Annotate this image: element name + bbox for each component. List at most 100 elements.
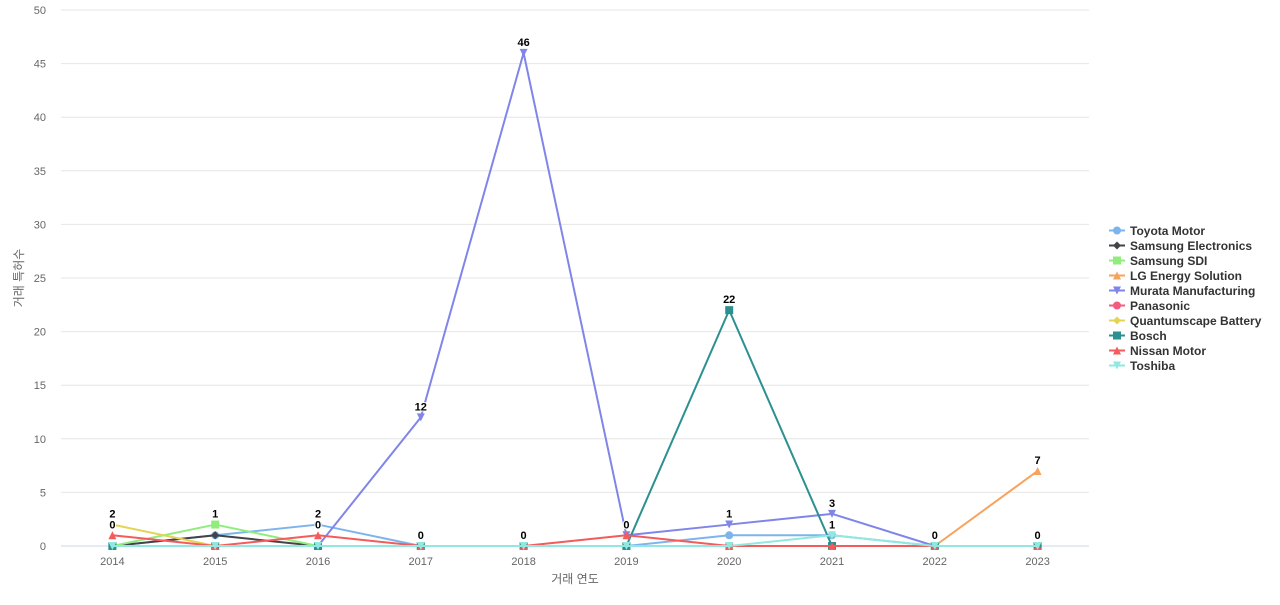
legend-swatch (1109, 256, 1125, 265)
y-tick-label: 25 (34, 273, 46, 285)
legend-swatch (1109, 331, 1125, 340)
y-tick-label: 40 (34, 112, 46, 124)
series-group (108, 48, 1042, 550)
y-tick-label: 5 (40, 487, 46, 499)
y-tick-label: 15 (34, 380, 46, 392)
data-point-marker (108, 531, 117, 540)
legend-swatch (1109, 361, 1125, 370)
legend-label: Bosch (1130, 328, 1167, 343)
legend-swatch-marker (1113, 286, 1121, 295)
data-point-marker (622, 531, 631, 540)
data-point-marker (828, 542, 836, 550)
data-label: 22 (723, 294, 735, 306)
x-tick-label: 2019 (614, 556, 638, 568)
chart-legend: Toyota Motor Samsung Electronics Samsung S… (1108, 223, 1261, 373)
legend-swatch (1109, 271, 1125, 280)
data-label: 0 (521, 530, 527, 542)
legend-swatch-marker (1113, 271, 1121, 280)
legend-swatch-marker (1113, 361, 1121, 370)
legend-item[interactable]: Murata Manufacturing (1108, 283, 1261, 298)
legend-swatch (1109, 316, 1125, 325)
data-point-marker (108, 520, 117, 529)
series-lines (108, 48, 1042, 550)
legend-item[interactable]: Toshiba (1108, 358, 1261, 373)
x-tick-label: 2015 (203, 556, 227, 568)
data-label: 0 (932, 530, 938, 542)
data-label: 1 (212, 509, 218, 521)
legend-swatch-marker (1113, 226, 1121, 235)
legend-label: Toshiba (1130, 358, 1176, 373)
data-point-marker (314, 542, 322, 550)
legend-label: Samsung Electronics (1130, 238, 1253, 253)
series-group (108, 531, 1042, 550)
legend-label: Nissan Motor (1130, 343, 1207, 358)
y-tick-label: 45 (34, 59, 46, 71)
y-axis-title: 거래 특허수 (12, 249, 26, 308)
data-label: 2 (315, 509, 321, 521)
legend-swatch-marker (1113, 316, 1121, 325)
legend-swatch (1109, 301, 1125, 310)
legend-label: Murata Manufacturing (1130, 283, 1256, 298)
legend-item[interactable]: Bosch (1108, 328, 1261, 343)
legend-label: Quantumscape Battery (1130, 313, 1262, 328)
legend-label: Panasonic (1130, 298, 1191, 313)
series-group (108, 531, 1042, 550)
data-point-marker (519, 542, 528, 550)
x-tick-label: 2020 (717, 556, 741, 568)
data-label: 0 (315, 519, 321, 531)
data-point-marker (725, 520, 734, 529)
legend-swatch-marker (1113, 256, 1121, 265)
legend-swatch (1109, 346, 1125, 355)
data-point-marker (211, 542, 220, 550)
data-point-marker (211, 520, 220, 529)
data-point-marker (725, 306, 734, 315)
series-group (108, 466, 1042, 550)
legend-label: Samsung SDI (1130, 253, 1208, 268)
legend-item[interactable]: Samsung Electronics (1108, 238, 1261, 253)
x-tick-label: 2014 (100, 556, 124, 568)
series-group (108, 306, 1042, 550)
data-label: 3 (829, 498, 835, 510)
data-label: 2 (109, 509, 115, 521)
x-tick-label: 2017 (409, 556, 433, 568)
legend-item[interactable]: LG Energy Solution (1108, 268, 1261, 283)
data-label: 1 (829, 519, 835, 531)
data-point-marker (416, 542, 425, 550)
data-label: 1 (726, 509, 732, 521)
data-point-marker (725, 542, 734, 550)
y-tick-label: 20 (34, 327, 46, 339)
data-label: 7 (1035, 455, 1041, 467)
data-point-marker (211, 531, 220, 540)
legend-item[interactable]: Toyota Motor (1108, 223, 1261, 238)
y-tick-label: 0 (40, 541, 46, 553)
series-line (111, 534, 1039, 547)
legend-item[interactable]: Nissan Motor (1108, 343, 1261, 358)
legend-item[interactable]: Panasonic (1108, 298, 1261, 313)
legend-swatch-marker (1113, 301, 1121, 310)
data-point-marker (828, 509, 836, 518)
y-tick-label: 10 (34, 434, 46, 446)
data-point-marker (1033, 466, 1042, 475)
legend-item[interactable]: Quantumscape Battery (1108, 313, 1261, 328)
y-axis: 0 5 10 15 20 25 30 35 40 45 50 (34, 5, 46, 553)
data-point-marker (108, 542, 117, 550)
legend-label: Toyota Motor (1130, 223, 1206, 238)
legend-swatch-marker (1113, 346, 1121, 355)
data-point-marker (622, 542, 631, 550)
legend-swatch (1109, 286, 1125, 295)
legend-swatch-marker (1113, 241, 1121, 250)
data-label: 46 (517, 37, 529, 49)
legend-swatch (1109, 226, 1125, 235)
data-point-marker (1033, 542, 1042, 550)
x-tick-label: 2023 (1025, 556, 1049, 568)
data-point-marker (828, 531, 836, 540)
data-label: 0 (623, 519, 629, 531)
series-line (111, 51, 1039, 547)
data-point-marker (519, 48, 528, 57)
series-line (111, 309, 1039, 547)
legend-item[interactable]: Samsung SDI (1108, 253, 1261, 268)
data-point-marker (725, 531, 734, 540)
